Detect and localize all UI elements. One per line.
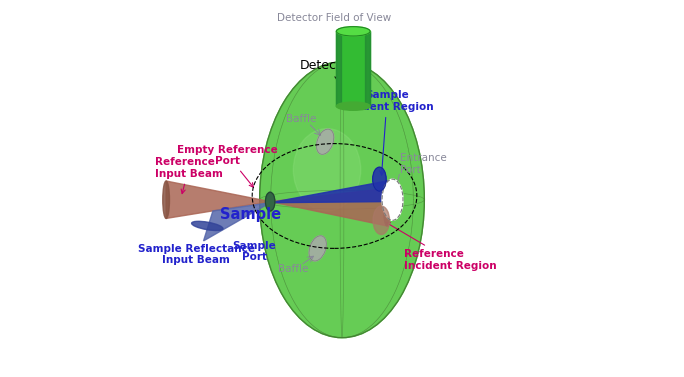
- FancyBboxPatch shape: [365, 31, 370, 106]
- Text: Reference
Incident Region: Reference Incident Region: [386, 222, 497, 271]
- Text: Sample
Incident Region: Sample Incident Region: [341, 90, 433, 175]
- Ellipse shape: [317, 129, 334, 154]
- Text: Sample Reflectance
Input Beam: Sample Reflectance Input Beam: [137, 244, 254, 265]
- Polygon shape: [204, 203, 270, 241]
- Text: Empty Reference
Port: Empty Reference Port: [177, 144, 278, 187]
- Ellipse shape: [163, 181, 170, 218]
- Text: Reference
Input Beam: Reference Input Beam: [155, 157, 223, 194]
- Ellipse shape: [337, 102, 370, 110]
- Ellipse shape: [192, 221, 223, 230]
- FancyBboxPatch shape: [337, 31, 370, 106]
- Ellipse shape: [265, 192, 275, 211]
- Ellipse shape: [384, 181, 391, 201]
- Ellipse shape: [293, 129, 360, 211]
- Polygon shape: [270, 188, 387, 226]
- FancyBboxPatch shape: [337, 31, 341, 106]
- Ellipse shape: [373, 167, 386, 191]
- Text: Entrance
Port: Entrance Port: [400, 153, 447, 175]
- Text: Detector Field of View: Detector Field of View: [278, 13, 392, 23]
- Ellipse shape: [373, 206, 389, 234]
- Ellipse shape: [260, 62, 424, 338]
- Text: Baffle: Baffle: [278, 264, 308, 274]
- Text: Sample: Sample: [220, 207, 281, 222]
- Polygon shape: [270, 181, 387, 203]
- Text: Detector: Detector: [300, 59, 354, 103]
- Text: Baffle: Baffle: [286, 114, 316, 124]
- Ellipse shape: [382, 179, 403, 220]
- Ellipse shape: [337, 27, 370, 36]
- Ellipse shape: [309, 236, 326, 261]
- Text: Sample
Port: Sample Port: [232, 241, 276, 262]
- Polygon shape: [166, 181, 270, 218]
- Ellipse shape: [384, 188, 391, 226]
